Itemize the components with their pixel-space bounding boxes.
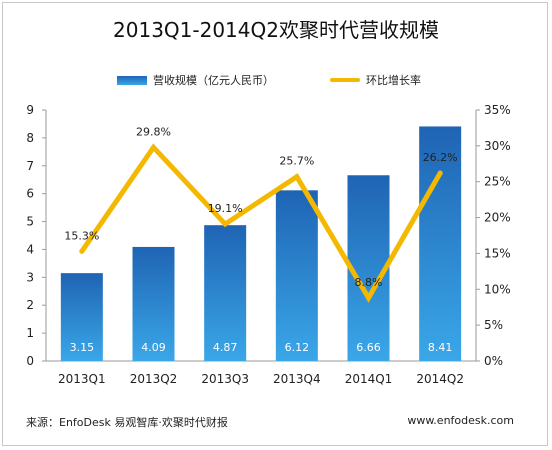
x-tick-label: 2013Q1: [58, 372, 106, 386]
x-tick-label: 2013Q2: [130, 372, 178, 386]
line-value-label: 25.7%: [279, 155, 314, 168]
y-left-tick-label: 8: [26, 131, 34, 145]
legend-item-line: 环比增长率: [330, 72, 421, 88]
bar-value-label: 6.66: [356, 341, 381, 354]
bar-value-label: 8.41: [428, 341, 453, 354]
bar-value-label: 4.09: [141, 341, 166, 354]
line-point: [222, 221, 228, 227]
y-right-tick-label: 0%: [484, 354, 503, 368]
line-point: [151, 144, 156, 150]
y-right-tick-label: 15%: [484, 246, 511, 260]
bar: [347, 175, 390, 361]
growth-rate-line: [79, 143, 443, 303]
source-note: 来源：EnfoDesk 易观智库·欢聚时代财报: [26, 416, 228, 429]
line-value-label: 29.8%: [136, 125, 171, 138]
y-left-tick-label: 1: [26, 326, 34, 340]
y-right-tick-label: 10%: [484, 282, 511, 296]
bar-value-label: 6.12: [285, 341, 310, 354]
y-right-tick-label: 5%: [484, 318, 503, 332]
line-value-label: 15.3%: [64, 229, 99, 242]
x-tick-label: 2014Q2: [416, 372, 464, 386]
line-value-label: 8.8%: [355, 276, 383, 289]
y-left-tick-label: 5: [26, 215, 34, 229]
y-left-tick-label: 4: [26, 242, 34, 256]
bar: [419, 126, 462, 362]
chart-title: 2013Q1-2014Q2欢聚时代营收规模: [113, 18, 439, 42]
bar-value-label: 3.15: [70, 341, 95, 354]
bar: [204, 225, 247, 361]
line-point: [437, 170, 443, 176]
y-right-tick-label: 20%: [484, 211, 511, 225]
y-left-tick-label: 9: [26, 103, 34, 117]
y-left-tick-label: 7: [26, 159, 34, 173]
legend-bar-label: 营收规模（亿元人民币）: [153, 74, 274, 87]
bar: [275, 190, 318, 361]
y-left-tick-label: 0: [26, 354, 34, 368]
line-point: [79, 248, 85, 254]
legend-line-label: 环比增长率: [366, 74, 421, 87]
x-tick-label: 2013Q3: [201, 372, 249, 386]
line-value-label: 26.2%: [423, 151, 458, 164]
website-url: www.enfodesk.com: [407, 414, 514, 427]
bar: [60, 273, 103, 361]
line-point: [294, 174, 300, 180]
x-tick-label: 2013Q4: [273, 372, 321, 386]
y-right-tick-label: 35%: [484, 103, 511, 117]
line-value-label: 19.1%: [208, 202, 243, 215]
legend-bar-swatch: [117, 75, 147, 85]
legend-item-bar: 营收规模（亿元人民币）: [117, 72, 274, 88]
legend-line-swatch: [330, 78, 360, 82]
bar-value-label: 4.87: [213, 341, 238, 354]
y-left-tick-label: 2: [26, 298, 34, 312]
y-left-tick-label: 6: [26, 187, 34, 201]
x-tick-label: 2014Q1: [345, 372, 393, 386]
y-left-tick-label: 3: [26, 270, 34, 284]
line-point: [366, 295, 371, 301]
bar: [132, 246, 175, 361]
y-right-tick-label: 30%: [484, 139, 511, 153]
legend: 营收规模（亿元人民币） 环比增长率: [0, 72, 552, 90]
y-right-tick-label: 25%: [484, 175, 511, 189]
